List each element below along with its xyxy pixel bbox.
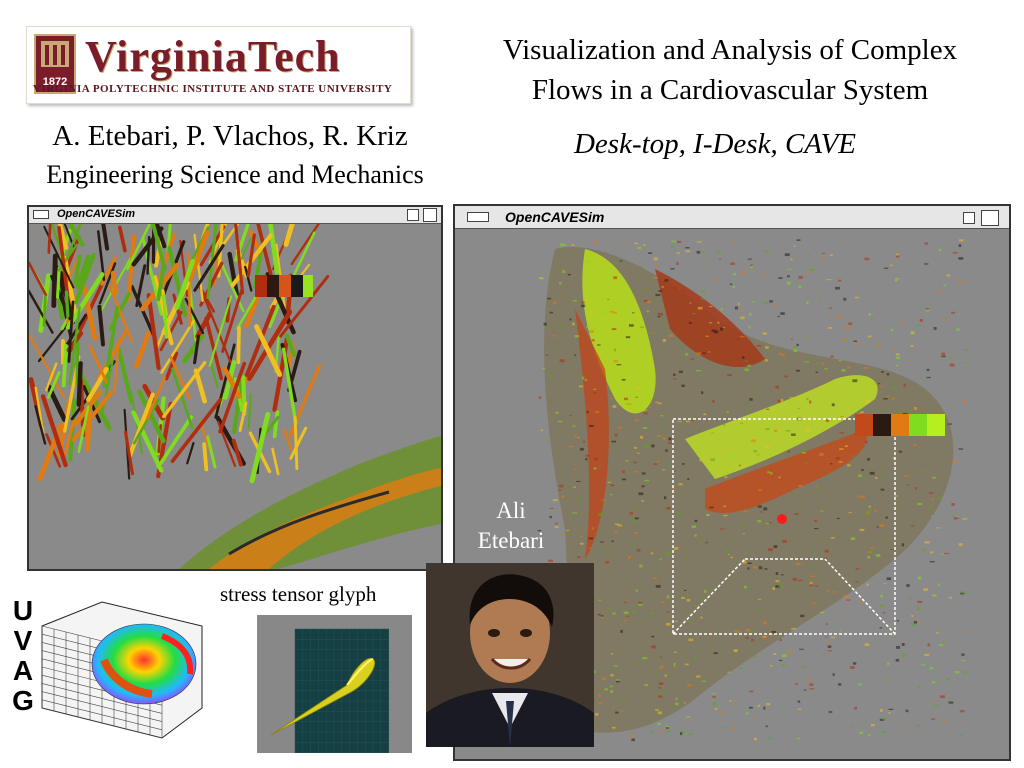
seal-year: 1872 (43, 76, 67, 88)
minimize-icon[interactable] (963, 212, 975, 224)
window-menu-icon[interactable] (33, 210, 49, 219)
uvag-letter: A (12, 655, 34, 686)
department: Engineering Science and Mechanics (46, 160, 424, 189)
maximize-icon[interactable] (981, 210, 999, 226)
page-title: Visualization and Analysis of Complex Fl… (440, 30, 1020, 110)
title-line-2: Flows in a Cardiovascular System (531, 74, 929, 106)
author-photo (426, 563, 594, 747)
window-menu-icon[interactable] (467, 212, 489, 222)
virginia-tech-logo: 1872 VirginiaTech VIRGINIA POLYTECHNIC I… (26, 26, 411, 104)
minimize-icon[interactable] (407, 209, 419, 221)
colorbar-swatch (279, 275, 291, 297)
authors: A. Etebari, P. Vlachos, R. Kriz (52, 120, 408, 152)
colorbar-swatch (855, 414, 873, 436)
colorbar-swatch (255, 275, 267, 297)
logo-subline: VIRGINIA POLYTECHNIC INSTITUTE AND STATE… (33, 83, 393, 95)
flow-visualization-left[interactable] (29, 224, 441, 569)
uvag-label: U V A G (8, 596, 38, 716)
logo-wordmark: VirginiaTech (85, 32, 341, 81)
uvag-letter: U (12, 595, 34, 626)
colorbar-swatch (291, 275, 303, 297)
opencavesim-window-left[interactable]: OpenCAVESim (27, 205, 443, 571)
stress-tensor-glyph (257, 615, 412, 753)
flow-visualization-right[interactable] (455, 229, 1009, 759)
probe-marker[interactable] (777, 514, 787, 524)
colorbar-swatch (873, 414, 891, 436)
colorbar-swatch (891, 414, 909, 436)
uvag-glyph-plot (41, 601, 203, 739)
window-title: OpenCAVESim (505, 209, 605, 225)
title-line-1: Visualization and Analysis of Complex (502, 34, 958, 66)
window-titlebar[interactable]: OpenCAVESim (29, 207, 441, 224)
photo-caption-line-1: Ali (496, 498, 526, 523)
colorbar-swatch (267, 275, 279, 297)
page-subtitle: Desk-top, I-Desk, CAVE (573, 128, 856, 160)
cave-volume-outline (672, 418, 896, 635)
photo-caption: Ali Etebari (466, 496, 556, 556)
colorbar-swatch (303, 275, 313, 297)
window-titlebar[interactable]: OpenCAVESim (455, 206, 1009, 229)
university-seal-icon: 1872 (34, 34, 76, 94)
glyph-caption: stress tensor glyph (220, 582, 377, 606)
colorbar-swatch (927, 414, 945, 436)
maximize-icon[interactable] (423, 208, 437, 222)
colorbar-swatch (909, 414, 927, 436)
photo-caption-line-2: Etebari (477, 528, 545, 553)
uvag-letter: G (12, 685, 34, 716)
window-title: OpenCAVESim (57, 208, 136, 220)
uvag-letter: V (13, 625, 33, 656)
